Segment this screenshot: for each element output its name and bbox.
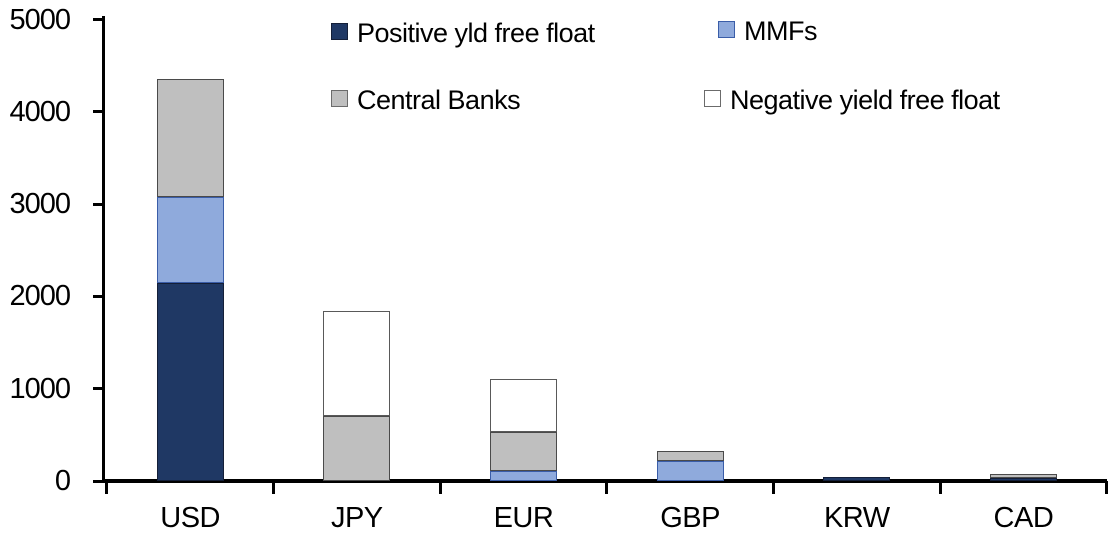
x-category-label: KRW [823, 502, 890, 534]
bar-eur-negative-yield-free-float [489, 378, 557, 432]
bar-jpy-central-banks [323, 416, 391, 481]
y-tick [93, 387, 105, 391]
y-tick [93, 110, 105, 114]
y-tick-label: 3000 [9, 188, 71, 221]
bar-cad-positive-yld-free-float [989, 477, 1057, 481]
legend-item-mmfs: MMFs [718, 17, 817, 45]
x-category-label: USD [160, 502, 220, 534]
bar-eur-central-banks [489, 431, 557, 471]
y-tick-label: 4000 [9, 95, 71, 128]
y-tick-label: 2000 [9, 280, 71, 313]
x-category-label: GBP [660, 502, 720, 534]
legend-swatch-negative-yield-free-float [704, 90, 721, 107]
x-category-label: CAD [993, 502, 1054, 534]
x-tick [271, 481, 275, 494]
legend-label: Negative yield free float [730, 85, 1000, 115]
bar-usd-positive-yld-free-float [156, 282, 224, 481]
y-tick [93, 18, 105, 21]
y-tick-label: 0 [54, 465, 71, 497]
y-tick-label: 1000 [9, 372, 71, 405]
bar-gbp-central-banks [656, 450, 724, 462]
legend-label: Central Banks [357, 85, 521, 115]
legend-item-central-banks: Central Banks [331, 85, 521, 115]
bar-eur-mmfs [489, 470, 557, 481]
y-tick [93, 202, 105, 206]
y-axis [101, 16, 105, 483]
x-tick [938, 481, 942, 494]
bar-usd-mmfs [156, 196, 224, 283]
bar-krw-positive-yld-free-float [823, 477, 891, 481]
legend-item-positive-yld-free-float: Positive yld free float [331, 19, 595, 47]
x-tick [1105, 481, 1109, 494]
y-tick-label: 5000 [9, 3, 71, 36]
bar-cad-central-banks [989, 474, 1057, 478]
x-tick [771, 481, 775, 494]
legend-label: Positive yld free float [357, 18, 595, 48]
x-tick [605, 481, 609, 494]
bar-jpy-negative-yield-free-float [323, 311, 391, 417]
legend-label: MMFs [744, 16, 817, 46]
bar-gbp-mmfs [656, 461, 724, 481]
y-tick [93, 294, 105, 298]
x-tick [105, 481, 109, 494]
x-category-label: JPY [330, 502, 383, 534]
legend-swatch-positive-yld-free-float [331, 23, 348, 40]
x-axis [101, 479, 1107, 483]
legend-swatch-mmfs [718, 21, 735, 38]
legend-swatch-central-banks [331, 90, 348, 107]
bar-usd-central-banks [156, 78, 224, 197]
x-tick [438, 481, 442, 494]
y-tick [93, 479, 105, 483]
legend-item-negative-yield-free-float: Negative yield free float [704, 86, 1000, 114]
x-category-label: EUR [493, 502, 554, 534]
